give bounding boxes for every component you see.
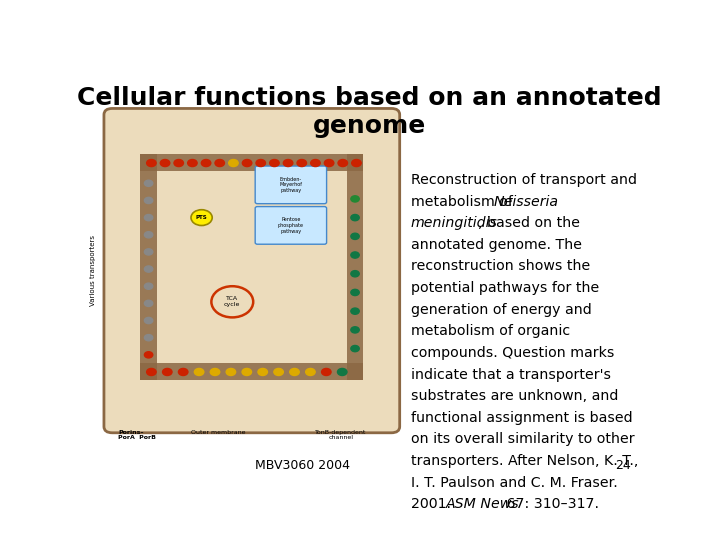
Circle shape	[297, 159, 307, 166]
Text: compounds. Question marks: compounds. Question marks	[411, 346, 614, 360]
Text: ASM News: ASM News	[446, 497, 519, 511]
Bar	[140, 154, 157, 380]
Circle shape	[351, 308, 359, 314]
Circle shape	[351, 327, 359, 333]
Circle shape	[215, 159, 225, 166]
Circle shape	[351, 271, 359, 277]
Circle shape	[338, 368, 347, 375]
Circle shape	[145, 300, 153, 307]
Bar	[140, 154, 364, 171]
Text: I. T. Paulson and C. M. Fraser.: I. T. Paulson and C. M. Fraser.	[411, 476, 618, 490]
Circle shape	[338, 159, 348, 166]
Circle shape	[188, 159, 197, 166]
Circle shape	[191, 210, 212, 226]
Circle shape	[147, 159, 156, 166]
Text: Reconstruction of transport and: Reconstruction of transport and	[411, 173, 637, 187]
Text: 2001.: 2001.	[411, 497, 455, 511]
Circle shape	[258, 368, 267, 375]
Circle shape	[274, 368, 284, 375]
Circle shape	[145, 266, 153, 272]
Text: Pentose
phosphate
pathway: Pentose phosphate pathway	[278, 217, 304, 234]
Text: TCA
cycle: TCA cycle	[224, 296, 240, 307]
Text: functional assignment is based: functional assignment is based	[411, 411, 632, 425]
Circle shape	[322, 368, 331, 375]
Text: indicate that a transporter's: indicate that a transporter's	[411, 368, 611, 381]
Circle shape	[270, 159, 279, 166]
Text: MBV3060 2004: MBV3060 2004	[255, 460, 349, 472]
Text: metabolism of: metabolism of	[411, 194, 517, 208]
Circle shape	[351, 196, 359, 202]
Circle shape	[174, 159, 184, 166]
Circle shape	[306, 368, 315, 375]
Text: generation of energy and: generation of energy and	[411, 302, 592, 316]
Circle shape	[145, 318, 153, 323]
Circle shape	[194, 368, 204, 375]
Bar	[347, 154, 364, 380]
Text: potential pathways for the: potential pathways for the	[411, 281, 599, 295]
Circle shape	[163, 368, 172, 375]
Text: TonB-dependent
channel: TonB-dependent channel	[315, 430, 366, 441]
Circle shape	[161, 159, 170, 166]
Text: Cellular functions based on an annotated
genome: Cellular functions based on an annotated…	[77, 85, 661, 138]
Circle shape	[243, 159, 252, 166]
Circle shape	[351, 214, 359, 221]
Text: substrates are unknown, and: substrates are unknown, and	[411, 389, 618, 403]
Circle shape	[324, 159, 334, 166]
Circle shape	[351, 346, 359, 352]
Text: meningitidis: meningitidis	[411, 216, 498, 230]
Text: 67: 310–317.: 67: 310–317.	[503, 497, 599, 511]
Circle shape	[229, 159, 238, 166]
Circle shape	[284, 159, 293, 166]
Circle shape	[202, 159, 211, 166]
Text: Neisseria: Neisseria	[493, 194, 558, 208]
FancyBboxPatch shape	[104, 109, 400, 433]
Circle shape	[351, 159, 361, 166]
Circle shape	[242, 368, 251, 375]
Circle shape	[145, 283, 153, 289]
Circle shape	[351, 252, 359, 258]
Circle shape	[289, 368, 300, 375]
FancyBboxPatch shape	[255, 207, 327, 244]
Circle shape	[145, 180, 153, 186]
Text: Embden-
Meyerhof
pathway: Embden- Meyerhof pathway	[279, 177, 302, 193]
Text: reconstruction shows the: reconstruction shows the	[411, 259, 590, 273]
Text: Outer membrane: Outer membrane	[191, 430, 246, 435]
Text: on its overall similarity to other: on its overall similarity to other	[411, 433, 634, 447]
Text: PTS: PTS	[196, 215, 207, 220]
Bar	[140, 363, 364, 380]
Circle shape	[145, 214, 153, 221]
Circle shape	[311, 159, 320, 166]
Text: transporters. After Nelson, K. T.,: transporters. After Nelson, K. T.,	[411, 454, 638, 468]
Circle shape	[256, 159, 266, 166]
Circle shape	[145, 197, 153, 204]
Text: Porins–
PorA  PorB: Porins– PorA PorB	[118, 430, 156, 441]
Circle shape	[145, 249, 153, 255]
Circle shape	[145, 232, 153, 238]
Circle shape	[147, 368, 156, 375]
Text: metabolism of organic: metabolism of organic	[411, 324, 570, 338]
Circle shape	[145, 335, 153, 341]
Circle shape	[226, 368, 235, 375]
Text: annotated genome. The: annotated genome. The	[411, 238, 582, 252]
FancyBboxPatch shape	[255, 166, 327, 204]
Circle shape	[145, 352, 153, 358]
Circle shape	[351, 233, 359, 239]
Text: , based on the: , based on the	[478, 216, 580, 230]
Circle shape	[351, 289, 359, 295]
Circle shape	[179, 368, 188, 375]
Text: Various transporters: Various transporters	[90, 235, 96, 306]
Circle shape	[210, 368, 220, 375]
Text: 24: 24	[616, 460, 631, 472]
